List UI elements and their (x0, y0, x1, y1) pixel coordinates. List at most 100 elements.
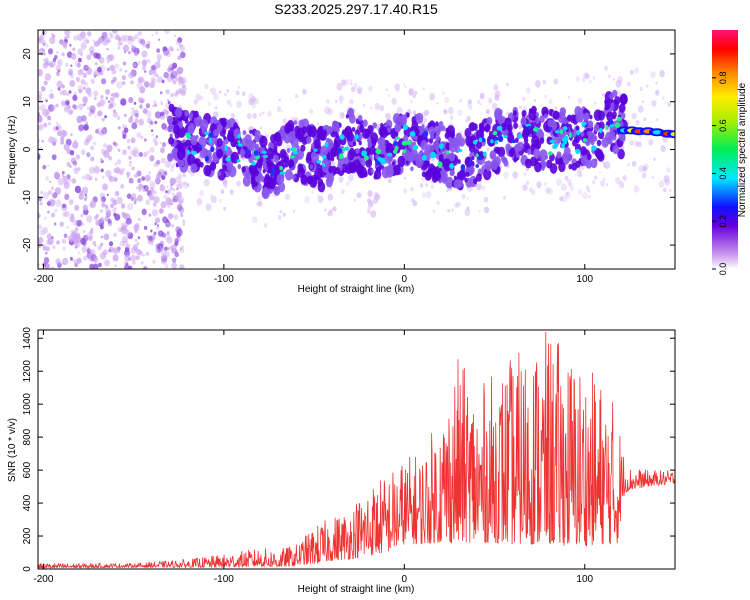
spectrogram-peak-cell (279, 171, 286, 175)
spectrogram-noise-cell (155, 174, 161, 180)
spectrogram-halo-cell (339, 101, 343, 105)
spectrogram-band-cell (444, 158, 449, 164)
spectrogram-band-cell (167, 125, 173, 133)
spectrogram-noise-cell (72, 104, 76, 109)
y-tick-label: -20 (22, 237, 33, 252)
spectrogram-noise-cell (172, 257, 177, 263)
spectrogram-noise-cell (105, 96, 109, 100)
spectrogram-halo-cell (442, 91, 445, 95)
spectrogram-noise-cell (83, 139, 89, 146)
spectrogram-noise-cell (134, 173, 139, 178)
spectrogram-noise-cell (142, 79, 146, 83)
spectrogram-halo-cell (205, 203, 212, 211)
spectrogram-band-cell (264, 173, 270, 181)
spectrogram-halo-cell (622, 175, 627, 181)
spectrogram-peak-cell (496, 125, 503, 131)
spectrogram-noise-cell (39, 229, 45, 236)
spectrogram-noise-cell (42, 191, 50, 200)
spectrogram-halo-cell (466, 197, 469, 200)
spectrogram-tone-cell (652, 130, 662, 135)
spectrogram-noise-cell (73, 167, 80, 175)
spectrogram-noise-cell (156, 48, 161, 53)
spectrogram-halo-cell (650, 71, 656, 79)
spectrogram-halo-cell (181, 87, 186, 93)
spectrogram-noise-cell (165, 220, 171, 228)
spectrogram-halo-cell (582, 192, 588, 200)
spectrogram-noise-cell (137, 31, 142, 37)
spectrogram-halo-cell (324, 208, 327, 212)
spectrogram-noise-cell (120, 42, 123, 45)
spectrogram-band-cell (373, 174, 378, 180)
spectrogram-halo-cell (311, 190, 314, 194)
spectrogram-band-cell (420, 139, 428, 151)
spectrogram-noise-cell (174, 241, 179, 247)
spectrogram-noise-cell (127, 203, 134, 211)
spectrogram-noise-cell (122, 81, 126, 86)
spectrogram-noise-cell (123, 127, 129, 133)
spectrogram-noise-cell (168, 213, 173, 220)
spectrogram-halo-cell (651, 100, 657, 107)
spectrogram-halo-cell (575, 76, 580, 82)
spectrogram-noise-cell (151, 79, 154, 83)
spectrogram-noise-cell (92, 71, 98, 78)
spectrogram-band-cell (439, 169, 448, 182)
spectrogram-noise-cell (78, 193, 84, 200)
spectrogram-band-cell (432, 140, 440, 151)
spectrogram-peak-cell (185, 134, 191, 138)
spectrogram-halo-cell (408, 87, 415, 95)
spectrogram-peak-cell (527, 125, 531, 130)
spectrogram-noise-cell (126, 193, 132, 199)
colorbar-gradient (712, 30, 738, 269)
spectrogram-peak-cell (460, 164, 466, 171)
spectrogram-band-cell (405, 160, 409, 165)
spectrogram-band-cell (352, 159, 362, 172)
spectrogram-halo-cell (663, 175, 670, 183)
spectrogram-halo-cell (667, 102, 672, 107)
spectrogram-noise-cell (161, 142, 167, 148)
spectrogram-halo-cell (367, 190, 373, 198)
spectrogram-peak-cell (261, 150, 267, 154)
spectrogram-halo-cell (531, 189, 536, 195)
spectrogram-noise-cell (100, 158, 103, 161)
spectrogram-halo-cell (425, 191, 432, 199)
spectrogram-peak-cell (204, 131, 209, 136)
spectrogram-halo-cell (567, 95, 571, 99)
spectrogram-noise-cell (175, 38, 181, 46)
spectrogram-noise-cell (164, 171, 167, 176)
spectrogram-band-cell (351, 127, 356, 132)
spectrogram-halo-cell (218, 90, 222, 94)
spectrogram-halo-cell (209, 88, 213, 92)
spectrogram-noise-cell (177, 37, 183, 44)
spectrogram-halo-cell (213, 111, 219, 118)
spectrogram-halo-cell (602, 92, 605, 97)
spectrogram-noise-cell (116, 196, 123, 205)
spectrogram-noise-cell (123, 34, 130, 42)
spectrogram-noise-cell (142, 188, 145, 192)
spectrogram-halo-cell (503, 171, 509, 179)
spectrogram-peak-cell (559, 129, 564, 135)
spectrogram-noise-cell (162, 170, 168, 177)
spectrogram-noise-cell (153, 161, 159, 168)
spectrogram-noise-cell (167, 99, 170, 102)
spectrogram-noise-cell (42, 62, 48, 69)
spectrogram-noise-cell (42, 42, 46, 46)
spectrogram-band-cell (521, 130, 529, 140)
spectrogram-noise-cell (139, 86, 146, 94)
spectrogram-band-cell (263, 186, 269, 195)
spectrogram-halo-cell (522, 184, 528, 191)
spectrogram-band-cell (273, 154, 279, 163)
spectrogram-halo-cell (425, 183, 428, 187)
spectrogram-band-cell (558, 137, 563, 143)
snr-x-label: Height of straight line (km) (298, 584, 415, 595)
spectrogram-peak-cell (191, 150, 198, 155)
spectrogram-noise-cell (151, 133, 154, 137)
spectrogram-halo-cell (523, 172, 527, 176)
spectrogram-noise-cell (50, 136, 57, 144)
spectrogram-halo-cell (236, 180, 242, 187)
spectrogram-noise-cell (146, 58, 151, 64)
spectrogram-noise-cell (52, 245, 56, 249)
spectrogram-noise-cell (149, 180, 156, 189)
spectrogram-noise-cell (64, 210, 70, 218)
spectrogram-band-cell (508, 148, 515, 158)
